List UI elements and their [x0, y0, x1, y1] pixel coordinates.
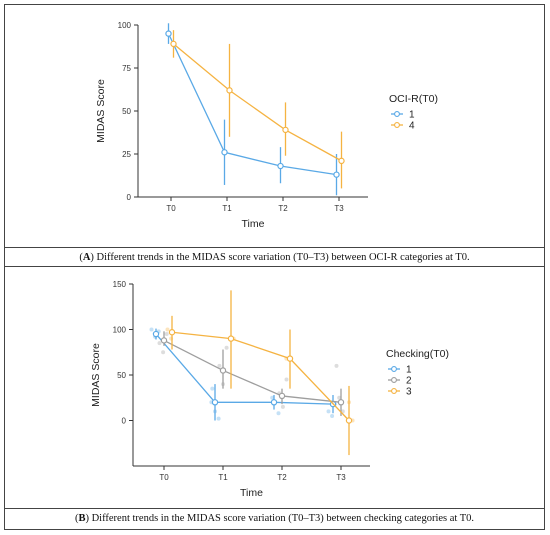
- y-tick-label: 0: [122, 417, 127, 426]
- caption-divider-b: [4, 508, 545, 509]
- raw-point: [276, 411, 281, 416]
- x-axis-label: Time: [240, 487, 263, 499]
- raw-point: [280, 404, 285, 409]
- raw-point: [284, 377, 289, 382]
- mean-point: [286, 355, 294, 362]
- x-tick-label: T3: [334, 204, 344, 213]
- mean-point: [219, 367, 227, 374]
- raw-point: [217, 363, 222, 368]
- chart-panel-a: 0 25 50 75 100 T0 T1 T2 T3 Time MIDAS Score OCI-R(T…: [95, 21, 438, 230]
- raw-point: [149, 327, 154, 332]
- raw-point: [326, 409, 331, 414]
- legend-label: 3: [406, 387, 412, 398]
- raw-point: [270, 395, 275, 400]
- mean-point: [168, 329, 176, 336]
- mean-point: [152, 330, 160, 338]
- x-tick-label: T1: [218, 473, 228, 482]
- legend-marker: [391, 377, 397, 383]
- raw-point: [210, 386, 215, 391]
- caption-a-text: Different trends in the MIDAS score vari…: [93, 252, 470, 263]
- raw-point: [164, 332, 169, 337]
- raw-point: [157, 341, 162, 346]
- legend-marker: [394, 111, 400, 117]
- mean-point: [160, 337, 168, 344]
- mean-point: [345, 417, 353, 424]
- raw-point: [161, 350, 166, 355]
- mean-point: [221, 149, 228, 156]
- legend-label: 1: [406, 365, 412, 376]
- mean-point: [278, 392, 286, 400]
- raw-point: [216, 416, 221, 421]
- mean-point: [338, 157, 345, 165]
- x-tick-label: T0: [166, 204, 176, 213]
- y-tick-label: 50: [122, 107, 131, 116]
- y-axis-label: MIDAS Score: [95, 79, 107, 143]
- legend-title: OCI-R(T0): [389, 93, 438, 105]
- raw-point: [224, 345, 229, 350]
- raw-point: [334, 363, 339, 368]
- legend-label: 2: [406, 376, 412, 387]
- x-axis-label: Time: [242, 218, 265, 230]
- y-tick-label: 25: [122, 150, 131, 159]
- mean-point: [333, 171, 340, 178]
- mean-point: [282, 126, 289, 134]
- caption-divider-a: [4, 247, 545, 248]
- legend-marker: [391, 388, 397, 394]
- x-tick-label: T2: [278, 204, 288, 213]
- mean-point: [211, 399, 219, 406]
- legend-title: Checking(T0): [386, 348, 449, 360]
- legend-label: 4: [409, 121, 415, 132]
- y-tick-label: 75: [122, 64, 131, 73]
- raw-point: [330, 413, 335, 418]
- series-line: [167, 33, 337, 176]
- mean-point: [277, 162, 284, 170]
- mean-point: [170, 40, 177, 48]
- legend-marker: [394, 122, 400, 128]
- mean-point: [270, 399, 278, 406]
- raw-point: [337, 395, 342, 400]
- chart-panel-b: 0 50 100 150 T0 T1 T2 T3 Time MIDAS Score Checking…: [90, 280, 449, 499]
- series-line: [171, 331, 350, 421]
- y-axis-label: MIDAS Score: [90, 343, 102, 407]
- caption-b-text: Different trends in the MIDAS score vari…: [88, 513, 475, 524]
- series-line: [155, 333, 334, 405]
- mean-point: [227, 335, 235, 342]
- caption-b-letter: B: [78, 513, 86, 524]
- y-tick-label: 0: [127, 193, 132, 202]
- series-line: [173, 43, 342, 162]
- y-tick-label: 100: [113, 326, 127, 335]
- panel-divider: [4, 266, 545, 267]
- mean-point: [226, 87, 233, 94]
- x-tick-label: T1: [222, 204, 232, 213]
- y-tick-label: 150: [113, 280, 127, 289]
- x-tick-label: T0: [159, 473, 169, 482]
- y-tick-label: 100: [118, 21, 132, 30]
- mean-point: [165, 30, 172, 37]
- caption-a-letter: A: [82, 252, 91, 263]
- y-tick-label: 50: [117, 371, 126, 380]
- figure-frame: [4, 4, 545, 530]
- caption-b: (B) Different trends in the MIDAS score …: [74, 513, 475, 524]
- x-tick-label: T2: [277, 473, 287, 482]
- mean-point: [337, 399, 345, 406]
- legend-label: 1: [409, 110, 415, 121]
- caption-a: (A) Different trends in the MIDAS score …: [79, 252, 470, 263]
- raw-point: [165, 327, 170, 332]
- x-tick-label: T3: [336, 473, 346, 482]
- legend-marker: [391, 366, 397, 372]
- series-line: [163, 339, 342, 403]
